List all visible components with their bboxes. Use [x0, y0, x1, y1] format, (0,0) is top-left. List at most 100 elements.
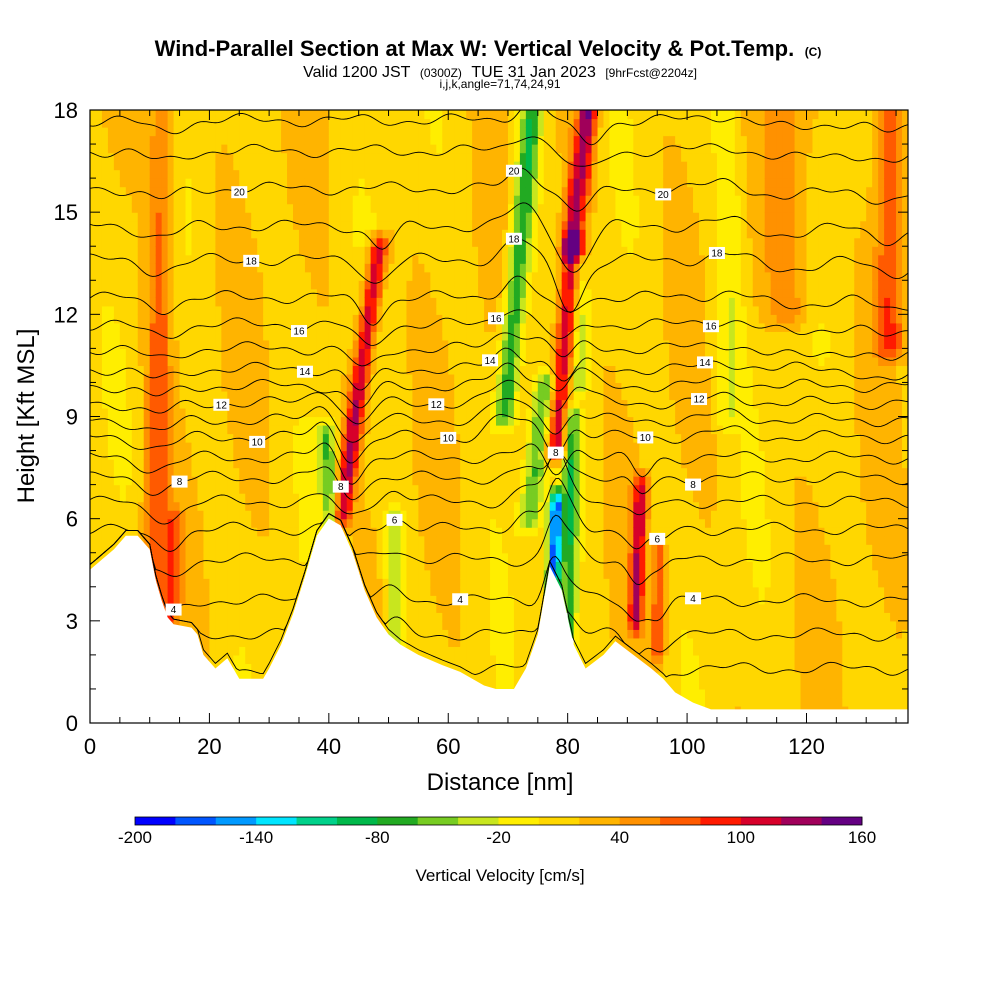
velocity-cell: [555, 152, 563, 162]
velocity-cell: [215, 450, 222, 460]
velocity-cell: [388, 339, 396, 349]
velocity-cell: [131, 484, 139, 494]
velocity-cell: [478, 612, 485, 622]
velocity-cell: [90, 288, 97, 298]
velocity-cell: [107, 271, 115, 281]
velocity-cell: [531, 186, 539, 196]
velocity-cell: [501, 399, 509, 409]
velocity-cell: [322, 442, 330, 452]
velocity-cell: [472, 271, 479, 281]
velocity-cell: [298, 535, 306, 545]
velocity-cell: [90, 365, 97, 375]
velocity-cell: [275, 399, 282, 409]
velocity-cell: [328, 144, 336, 154]
velocity-cell: [484, 629, 491, 639]
velocity-cell: [101, 527, 109, 537]
velocity-cell: [418, 322, 425, 332]
velocity-cell: [215, 127, 222, 137]
velocity-cell: [370, 144, 378, 154]
velocity-cell: [209, 271, 216, 281]
velocity-cell: [167, 442, 175, 452]
velocity-cell: [233, 544, 240, 554]
velocity-cell: [418, 459, 425, 469]
velocity-cell: [382, 586, 390, 596]
velocity-cell: [531, 271, 539, 281]
velocity-cell: [358, 467, 366, 477]
velocity-cell: [561, 569, 569, 579]
velocity-cell: [400, 161, 408, 171]
velocity-cell: [412, 518, 419, 528]
velocity-cell: [215, 620, 222, 630]
velocity-cell: [478, 110, 485, 120]
velocity-cell: [460, 195, 467, 205]
velocity-cell: [382, 544, 390, 554]
velocity-cell: [460, 271, 467, 281]
velocity-cell: [239, 110, 246, 120]
velocity-cell: [382, 254, 390, 264]
velocity-cell: [137, 493, 145, 503]
velocity-cell: [472, 476, 479, 486]
velocity-cell: [107, 135, 115, 145]
velocity-cell: [257, 450, 264, 460]
velocity-cell: [167, 246, 175, 256]
velocity-cell: [519, 629, 527, 639]
velocity-cell: [245, 118, 252, 128]
velocity-cell: [257, 612, 264, 622]
velocity-cell: [281, 501, 288, 511]
velocity-cell: [555, 212, 563, 222]
velocity-cell: [484, 450, 491, 460]
velocity-cell: [125, 467, 133, 477]
velocity-cell: [376, 407, 384, 418]
velocity-cell: [460, 144, 467, 154]
velocity-cell: [388, 425, 396, 435]
velocity-cell: [496, 578, 503, 588]
velocity-cell: [448, 595, 455, 605]
velocity-cell: [537, 229, 545, 239]
velocity-cell: [400, 407, 408, 418]
velocity-cell: [221, 373, 228, 384]
velocity-cell: [221, 212, 228, 222]
velocity-cell: [448, 390, 455, 401]
velocity-cell: [561, 544, 569, 554]
velocity-cell: [358, 127, 366, 137]
velocity-cell: [394, 476, 402, 486]
velocity-cell: [233, 169, 240, 179]
velocity-cell: [119, 450, 127, 460]
velocity-cell: [490, 407, 497, 418]
velocity-cell: [352, 263, 360, 273]
velocity-cell: [293, 407, 300, 418]
velocity-cell: [251, 288, 258, 298]
velocity-cell: [316, 450, 324, 460]
velocity-cell: [287, 561, 294, 571]
velocity-cell: [412, 535, 419, 545]
velocity-cell: [298, 314, 306, 324]
velocity-cell: [346, 195, 354, 205]
velocity-cell: [263, 467, 270, 477]
velocity-cell: [501, 195, 509, 205]
velocity-cell: [525, 399, 533, 409]
velocity-cell: [251, 229, 258, 239]
velocity-cell: [316, 220, 324, 230]
velocity-cell: [257, 152, 264, 162]
velocity-cell: [448, 578, 455, 588]
velocity-cell: [567, 186, 575, 196]
velocity-cell: [376, 442, 384, 452]
velocity-cell: [221, 280, 228, 290]
velocity-cell: [513, 425, 521, 435]
velocity-cell: [549, 135, 557, 145]
velocity-cell: [269, 552, 276, 562]
velocity-cell: [310, 280, 318, 290]
velocity-cell: [340, 118, 348, 128]
velocity-cell: [191, 399, 199, 409]
velocity-cell: [287, 348, 294, 358]
velocity-cell: [119, 484, 127, 494]
velocity-cell: [490, 399, 497, 409]
velocity-cell: [555, 467, 563, 477]
velocity-cell: [561, 459, 569, 469]
velocity-cell: [436, 535, 443, 545]
velocity-cell: [275, 433, 282, 443]
velocity-cell: [370, 356, 378, 367]
velocity-cell: [561, 450, 569, 460]
velocity-cell: [418, 527, 425, 537]
velocity-cell: [257, 663, 264, 673]
